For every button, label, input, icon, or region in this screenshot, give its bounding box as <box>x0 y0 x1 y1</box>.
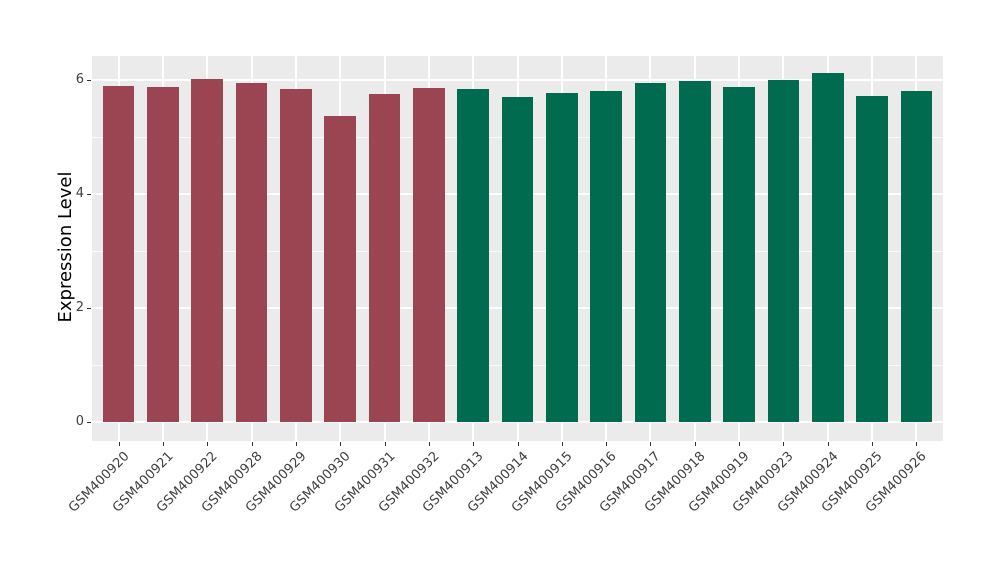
y-tick-label-6: 6 <box>75 72 84 87</box>
bar-GSM400920 <box>102 85 135 422</box>
x-tick-mark-GSM400916 <box>606 442 608 446</box>
y-tick-mark-2 <box>87 308 91 309</box>
bar-GSM400921 <box>147 87 179 422</box>
x-tick-mark-GSM400928 <box>251 442 253 446</box>
x-tick-mark-GSM400925 <box>872 442 874 446</box>
bar-GSM400926 <box>900 91 933 422</box>
plot-panel <box>92 56 943 441</box>
bar-GSM400916 <box>590 90 622 422</box>
x-tick-mark-GSM400926 <box>916 442 918 446</box>
bar-GSM400923 <box>767 80 800 422</box>
bar-GSM400913 <box>457 88 489 422</box>
y-axis-title: Expression Level <box>55 171 76 323</box>
y-tick-mark-6 <box>87 80 91 81</box>
bar-GSM400914 <box>501 97 534 422</box>
bar-GSM400918 <box>679 81 711 422</box>
x-tick-mark-GSM400930 <box>340 442 342 446</box>
x-tick-mark-GSM400919 <box>739 442 741 446</box>
y-tick-label-4: 4 <box>75 186 84 201</box>
bar-GSM400932 <box>413 87 445 422</box>
bar-GSM400917 <box>634 83 667 422</box>
x-tick-mark-GSM400914 <box>517 442 519 446</box>
bar-GSM400931 <box>368 94 401 422</box>
bar-GSM400930 <box>324 116 356 422</box>
x-tick-mark-GSM400924 <box>827 442 829 446</box>
x-tick-mark-GSM400913 <box>473 442 475 446</box>
x-tick-mark-GSM400917 <box>650 442 652 446</box>
bar-GSM400928 <box>235 82 268 422</box>
bar-GSM400924 <box>812 72 844 422</box>
y-tick-mark-4 <box>87 194 91 195</box>
x-tick-mark-GSM400915 <box>561 442 563 446</box>
bar-GSM400929 <box>280 88 312 422</box>
bar-GSM400925 <box>856 95 888 422</box>
x-tick-mark-GSM400918 <box>694 442 696 446</box>
bar-GSM400915 <box>546 92 578 422</box>
x-tick-mark-GSM400923 <box>783 442 785 446</box>
y-tick-label-2: 2 <box>75 300 84 315</box>
x-tick-mark-GSM400920 <box>118 442 120 446</box>
bar-GSM400922 <box>191 78 223 422</box>
bar-GSM400919 <box>723 87 755 422</box>
y-tick-mark-0 <box>87 422 91 423</box>
x-tick-mark-GSM400929 <box>295 442 297 446</box>
x-tick-mark-GSM400922 <box>207 442 209 446</box>
x-tick-mark-GSM400932 <box>428 442 430 446</box>
y-tick-label-0: 0 <box>75 414 84 429</box>
x-tick-mark-GSM400921 <box>162 442 164 446</box>
x-tick-mark-GSM400931 <box>384 442 386 446</box>
